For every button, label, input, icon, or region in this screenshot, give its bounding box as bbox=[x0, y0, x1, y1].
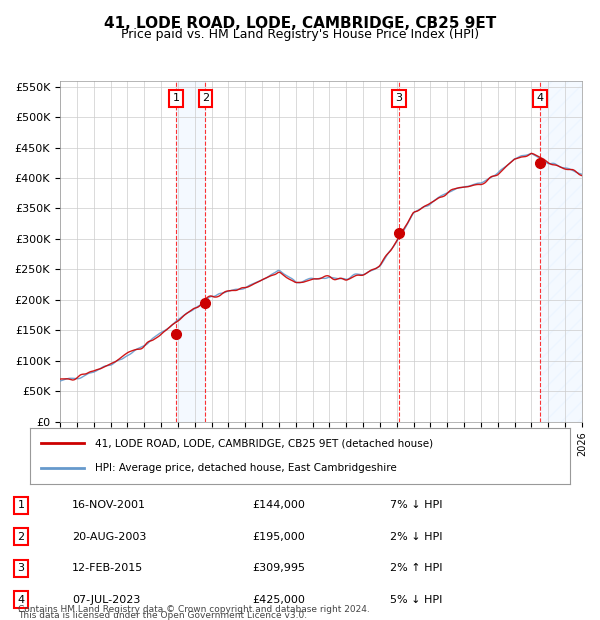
Text: 41, LODE ROAD, LODE, CAMBRIDGE, CB25 9ET: 41, LODE ROAD, LODE, CAMBRIDGE, CB25 9ET bbox=[104, 16, 496, 30]
Text: 4: 4 bbox=[17, 595, 25, 604]
Text: 1: 1 bbox=[17, 500, 25, 510]
Text: 1: 1 bbox=[172, 94, 179, 104]
Text: Price paid vs. HM Land Registry's House Price Index (HPI): Price paid vs. HM Land Registry's House … bbox=[121, 28, 479, 41]
Bar bbox=[540, 81, 582, 422]
Text: 2% ↑ HPI: 2% ↑ HPI bbox=[390, 563, 443, 573]
Text: 4: 4 bbox=[536, 94, 544, 104]
Text: 3: 3 bbox=[17, 563, 25, 573]
Text: 3: 3 bbox=[395, 94, 402, 104]
Text: 7% ↓ HPI: 7% ↓ HPI bbox=[390, 500, 443, 510]
Text: 2% ↓ HPI: 2% ↓ HPI bbox=[390, 532, 443, 542]
Text: £309,995: £309,995 bbox=[252, 563, 305, 573]
Text: £425,000: £425,000 bbox=[252, 595, 305, 604]
Text: £144,000: £144,000 bbox=[252, 500, 305, 510]
Text: £195,000: £195,000 bbox=[252, 532, 305, 542]
Text: 2: 2 bbox=[17, 532, 25, 542]
Text: 12-FEB-2015: 12-FEB-2015 bbox=[72, 563, 143, 573]
Bar bbox=[176, 81, 205, 422]
Text: 16-NOV-2001: 16-NOV-2001 bbox=[72, 500, 146, 510]
Text: 07-JUL-2023: 07-JUL-2023 bbox=[72, 595, 140, 604]
Text: Contains HM Land Registry data © Crown copyright and database right 2024.: Contains HM Land Registry data © Crown c… bbox=[18, 604, 370, 614]
Text: 5% ↓ HPI: 5% ↓ HPI bbox=[390, 595, 442, 604]
Text: 20-AUG-2003: 20-AUG-2003 bbox=[72, 532, 146, 542]
Text: HPI: Average price, detached house, East Cambridgeshire: HPI: Average price, detached house, East… bbox=[95, 463, 397, 473]
Text: This data is licensed under the Open Government Licence v3.0.: This data is licensed under the Open Gov… bbox=[18, 611, 307, 620]
Text: 2: 2 bbox=[202, 94, 209, 104]
Text: 41, LODE ROAD, LODE, CAMBRIDGE, CB25 9ET (detached house): 41, LODE ROAD, LODE, CAMBRIDGE, CB25 9ET… bbox=[95, 438, 433, 448]
